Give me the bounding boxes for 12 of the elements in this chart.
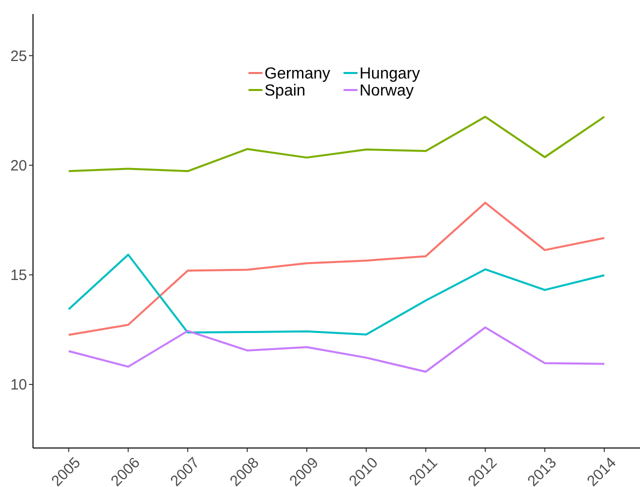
legend-label: Norway [360, 82, 414, 100]
y-tick-label: 20 [10, 157, 27, 174]
line-series [68, 254, 606, 336]
legend-label: Germany [264, 66, 330, 83]
legend-label: Spain [264, 82, 306, 100]
legend-label: Hungary [360, 66, 420, 83]
y-tick-label: 15 [10, 267, 27, 284]
y-tick-label: 10 [10, 376, 27, 394]
line-series [68, 326, 606, 373]
line-series [68, 116, 606, 172]
y-tick-label: 25 [10, 48, 27, 65]
line-series [68, 202, 606, 336]
